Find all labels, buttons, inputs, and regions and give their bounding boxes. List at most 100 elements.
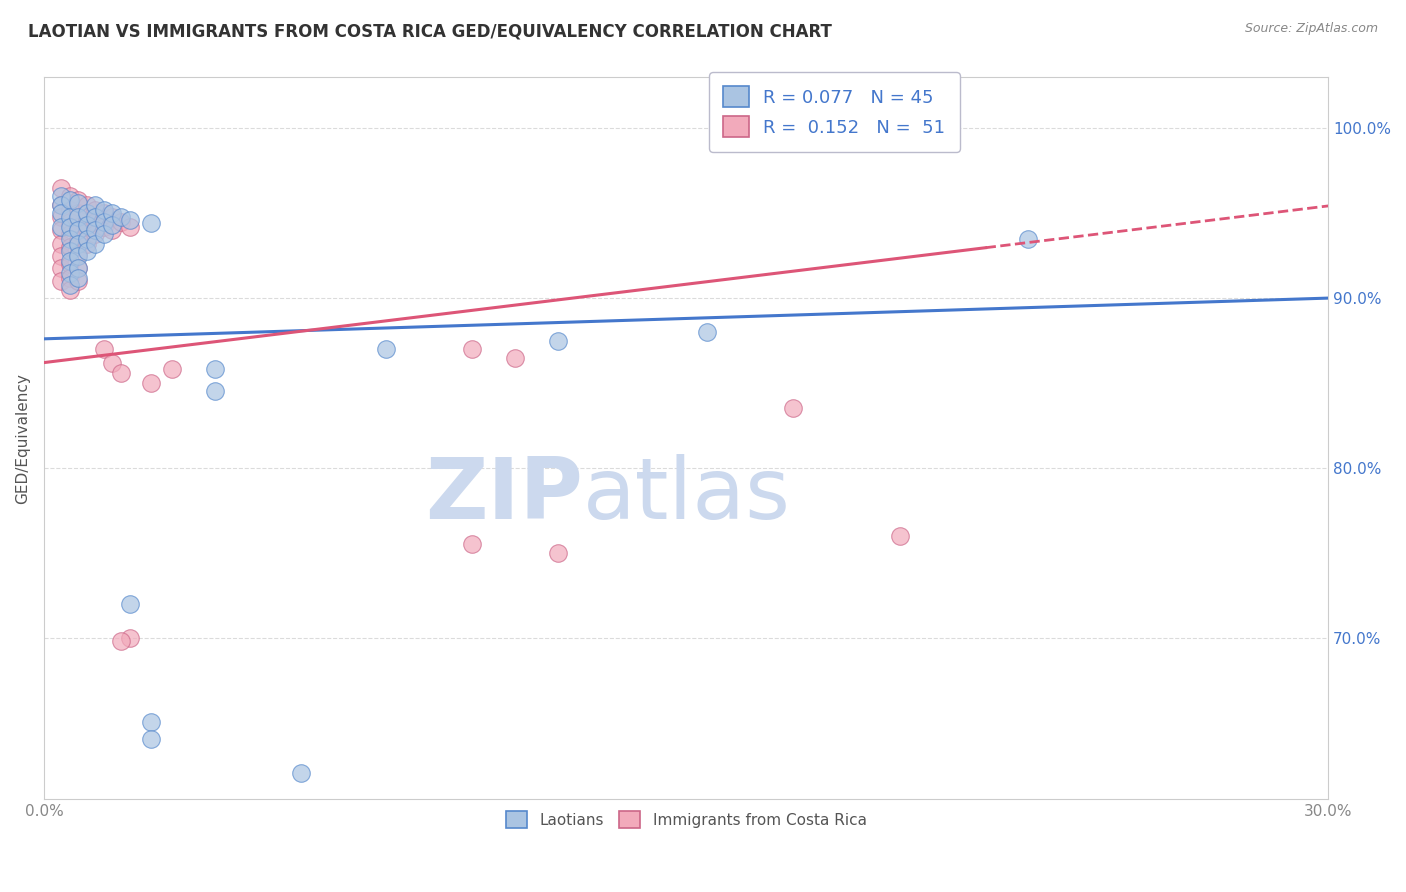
- Point: [76, 236, 98, 251]
- Point: [118, 631, 141, 645]
- Point: [101, 223, 124, 237]
- Point: [58, 215, 80, 229]
- Point: [49, 189, 72, 203]
- Point: [49, 181, 72, 195]
- Point: [49, 274, 72, 288]
- Point: [101, 356, 124, 370]
- Point: [375, 342, 398, 356]
- Point: [67, 274, 90, 288]
- Point: [110, 634, 132, 648]
- Point: [139, 715, 162, 730]
- Point: [58, 232, 80, 246]
- Point: [84, 210, 107, 224]
- Text: ZIP: ZIP: [426, 454, 583, 537]
- Point: [93, 227, 115, 241]
- Point: [76, 232, 98, 246]
- Point: [49, 198, 72, 212]
- Point: [49, 249, 72, 263]
- Point: [84, 215, 107, 229]
- Point: [49, 236, 72, 251]
- Point: [76, 198, 98, 212]
- Point: [84, 236, 107, 251]
- Point: [58, 227, 80, 241]
- Point: [58, 189, 80, 203]
- Point: [58, 277, 80, 292]
- Point: [139, 732, 162, 747]
- Point: [101, 210, 124, 224]
- Point: [76, 206, 98, 220]
- Point: [58, 202, 80, 217]
- Point: [139, 376, 162, 390]
- Point: [118, 213, 141, 227]
- Point: [67, 270, 90, 285]
- Point: [58, 257, 80, 271]
- Point: [461, 342, 484, 356]
- Point: [67, 206, 90, 220]
- Point: [76, 223, 98, 237]
- Point: [67, 260, 90, 275]
- Point: [67, 260, 90, 275]
- Point: [101, 206, 124, 220]
- Point: [58, 266, 80, 280]
- Point: [58, 219, 80, 234]
- Point: [84, 227, 107, 241]
- Point: [93, 342, 115, 356]
- Point: [110, 210, 132, 224]
- Point: [93, 206, 115, 220]
- Point: [58, 244, 80, 258]
- Point: [58, 253, 80, 268]
- Point: [49, 223, 72, 237]
- Point: [67, 223, 90, 237]
- Point: [696, 325, 718, 339]
- Point: [49, 260, 72, 275]
- Point: [49, 198, 72, 212]
- Point: [58, 210, 80, 224]
- Point: [204, 384, 226, 399]
- Point: [889, 529, 911, 543]
- Point: [67, 249, 90, 263]
- Point: [461, 537, 484, 551]
- Text: LAOTIAN VS IMMIGRANTS FROM COSTA RICA GED/EQUIVALENCY CORRELATION CHART: LAOTIAN VS IMMIGRANTS FROM COSTA RICA GE…: [28, 22, 832, 40]
- Point: [503, 351, 526, 365]
- Point: [58, 240, 80, 254]
- Point: [76, 218, 98, 232]
- Point: [93, 219, 115, 234]
- Point: [118, 597, 141, 611]
- Point: [67, 219, 90, 234]
- Point: [782, 401, 804, 416]
- Point: [58, 283, 80, 297]
- Point: [49, 219, 72, 234]
- Point: [101, 218, 124, 232]
- Point: [547, 546, 569, 560]
- Point: [67, 196, 90, 211]
- Point: [76, 244, 98, 258]
- Point: [93, 202, 115, 217]
- Point: [110, 366, 132, 380]
- Text: atlas: atlas: [583, 454, 792, 537]
- Legend: Laotians, Immigrants from Costa Rica: Laotians, Immigrants from Costa Rica: [499, 805, 873, 835]
- Point: [152, 868, 174, 882]
- Point: [67, 233, 90, 247]
- Y-axis label: GED/Equivalency: GED/Equivalency: [15, 373, 30, 504]
- Point: [204, 362, 226, 376]
- Point: [139, 216, 162, 230]
- Point: [76, 210, 98, 224]
- Point: [93, 215, 115, 229]
- Point: [290, 766, 312, 780]
- Point: [58, 193, 80, 207]
- Point: [58, 270, 80, 285]
- Point: [67, 210, 90, 224]
- Point: [84, 223, 107, 237]
- Point: [110, 215, 132, 229]
- Point: [1017, 232, 1039, 246]
- Point: [49, 206, 72, 220]
- Point: [84, 202, 107, 217]
- Point: [84, 198, 107, 212]
- Point: [162, 362, 184, 376]
- Point: [547, 334, 569, 348]
- Point: [67, 193, 90, 207]
- Point: [67, 247, 90, 261]
- Point: [67, 236, 90, 251]
- Point: [118, 219, 141, 234]
- Text: Source: ZipAtlas.com: Source: ZipAtlas.com: [1244, 22, 1378, 36]
